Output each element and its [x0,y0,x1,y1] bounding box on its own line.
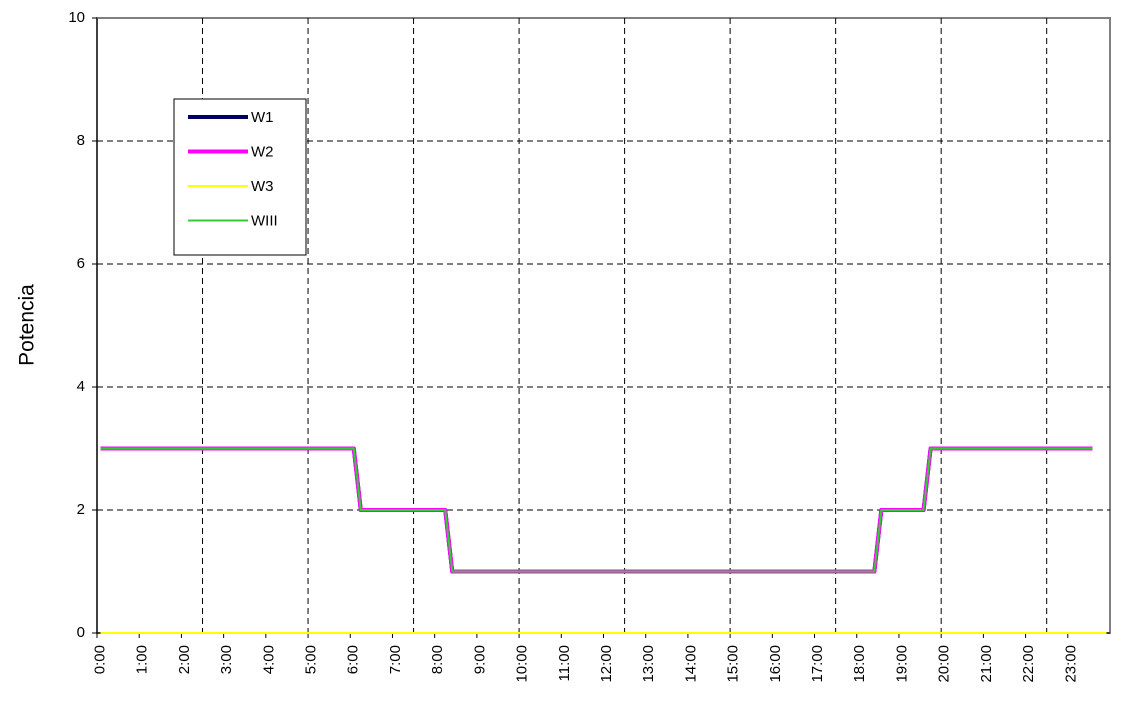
x-tick-label: 21:00 [978,645,995,683]
x-tick-label: 16:00 [767,645,784,683]
x-tick-label: 7:00 [387,645,404,674]
x-tick-label: 6:00 [345,645,362,674]
x-tick-label: 1:00 [134,645,151,674]
y-tick-label: 6 [77,255,85,272]
x-tick-label: 14:00 [682,645,699,683]
x-tick-label: 5:00 [303,645,320,674]
legend-label: WIII [251,212,278,229]
x-tick-label: 15:00 [725,645,742,683]
x-tick-label: 22:00 [1020,645,1037,683]
y-tick-label: 2 [77,501,85,518]
x-tick-label: 4:00 [260,645,277,674]
x-tick-label: 0:00 [91,645,108,674]
legend: W1 W2 W3 WIII [173,98,307,256]
x-tick-label: 20:00 [936,645,953,683]
x-tick-label: 18:00 [851,645,868,683]
legend-label: W2 [251,143,274,160]
x-tick-label: 17:00 [809,645,826,683]
x-tick-label: 8:00 [429,645,446,674]
legend-label: W1 [251,109,274,126]
x-tick-label: 2:00 [176,645,193,674]
x-tick-label: 3:00 [218,645,235,674]
x-tick-label: 19:00 [893,645,910,683]
x-tick-label: 9:00 [471,645,488,674]
x-tick-label: 23:00 [1062,645,1079,683]
x-tick-label: 11:00 [556,645,573,681]
legend-box [173,98,307,256]
x-tick-label: 12:00 [598,645,615,683]
legend-label: W3 [251,178,274,195]
y-tick-label: 8 [77,132,85,149]
y-tick-label: 0 [77,624,85,641]
y-axis-label: Potencia [16,284,39,366]
x-tick-label: 13:00 [640,645,657,683]
y-tick-label: 4 [77,378,85,395]
y-tick-label: 10 [68,9,85,26]
x-tick-label: 10:00 [514,645,531,683]
series-line [100,447,1093,573]
